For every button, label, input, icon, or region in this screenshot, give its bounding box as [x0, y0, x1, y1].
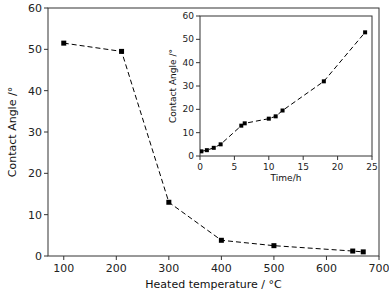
- x-tick: [372, 156, 373, 160]
- data-point: [363, 30, 367, 34]
- x-tick: [221, 256, 222, 260]
- y-tick: [44, 49, 48, 50]
- data-point: [205, 148, 209, 152]
- x-axis-label: Heated temperature / °C: [145, 278, 282, 291]
- data-point: [200, 149, 203, 153]
- y-tick-label: 60: [183, 11, 195, 21]
- x-tick-label: 500: [263, 262, 284, 275]
- chart-0: 1002003004005006007000102030405060Heated…: [6, 2, 389, 291]
- y-axis-label: Contact Angle /°: [168, 49, 178, 123]
- x-tick: [63, 256, 64, 260]
- y-tick: [44, 214, 48, 215]
- y-tick-label: 0: [35, 250, 42, 263]
- y-tick-label: 20: [183, 104, 195, 114]
- y-tick: [44, 132, 48, 133]
- x-tick: [200, 156, 201, 160]
- y-tick: [44, 8, 48, 9]
- x-tick-label: 300: [158, 262, 179, 275]
- x-tick-label: 15: [297, 162, 308, 172]
- y-tick: [196, 86, 200, 87]
- y-tick: [196, 132, 200, 133]
- x-tick-label: 20: [332, 162, 344, 172]
- y-tick-label: 40: [183, 58, 195, 68]
- y-tick-label: 30: [28, 126, 42, 139]
- y-tick-label: 60: [28, 2, 42, 15]
- data-point: [61, 41, 66, 46]
- x-tick: [268, 156, 269, 160]
- data-point: [267, 117, 271, 121]
- data-point: [243, 121, 247, 125]
- y-axis-label: Contact Angle /°: [6, 87, 19, 177]
- chart-1: 0 5 10 15 20 25 0 10 20 30 40 50 60 Time/h Contact Ang…: [168, 11, 378, 184]
- y-tick: [196, 39, 200, 40]
- y-tick-label: 10: [183, 128, 195, 138]
- data-point: [239, 124, 243, 128]
- data-point: [166, 200, 171, 205]
- x-tick-label: 100: [53, 262, 74, 275]
- x-tick: [303, 156, 304, 160]
- data-point: [119, 49, 124, 54]
- x-tick: [337, 156, 338, 160]
- y-tick-label: 50: [183, 34, 195, 44]
- x-axis-label: Time/h: [270, 173, 302, 183]
- y-tick-label: 0: [188, 151, 194, 161]
- data-point: [350, 249, 355, 254]
- data-point: [219, 238, 224, 243]
- y-tick: [44, 173, 48, 174]
- data-layer: [200, 30, 367, 153]
- y-tick: [44, 256, 48, 257]
- x-tick: [234, 156, 235, 160]
- x-tick-label: 700: [369, 262, 389, 275]
- plot-frame: [48, 8, 379, 256]
- y-tick: [196, 156, 200, 157]
- y-tick-label: 40: [28, 85, 42, 98]
- y-tick-label: 50: [28, 43, 42, 56]
- data-point: [361, 249, 366, 254]
- data-point: [219, 142, 223, 146]
- x-tick: [168, 256, 169, 260]
- x-tick: [326, 256, 327, 260]
- inset-background: [168, 12, 376, 184]
- x-tick-label: 600: [316, 262, 337, 275]
- x-tick-label: 400: [211, 262, 232, 275]
- x-tick-label: 0: [197, 162, 203, 172]
- x-tick: [273, 256, 274, 260]
- data-point: [271, 243, 276, 248]
- x-tick-label: 200: [106, 262, 127, 275]
- data-point: [212, 146, 216, 150]
- chart-root: 1002003004005006007000102030405060Heated…: [0, 0, 389, 294]
- data-line: [201, 32, 365, 151]
- y-tick: [196, 16, 200, 17]
- y-tick-label: 10: [28, 209, 42, 222]
- y-tick: [44, 90, 48, 91]
- y-tick: [196, 62, 200, 63]
- x-tick-label: 5: [232, 162, 238, 172]
- plot-frame: [200, 16, 372, 156]
- x-tick-label: 25: [366, 162, 377, 172]
- data-point: [274, 114, 278, 118]
- y-tick-label: 20: [28, 167, 42, 180]
- y-tick: [196, 109, 200, 110]
- x-tick: [116, 256, 117, 260]
- y-tick-label: 30: [183, 81, 195, 91]
- x-tick: [379, 256, 380, 260]
- data-point: [281, 109, 285, 113]
- data-point: [322, 79, 326, 83]
- x-tick-label: 10: [263, 162, 275, 172]
